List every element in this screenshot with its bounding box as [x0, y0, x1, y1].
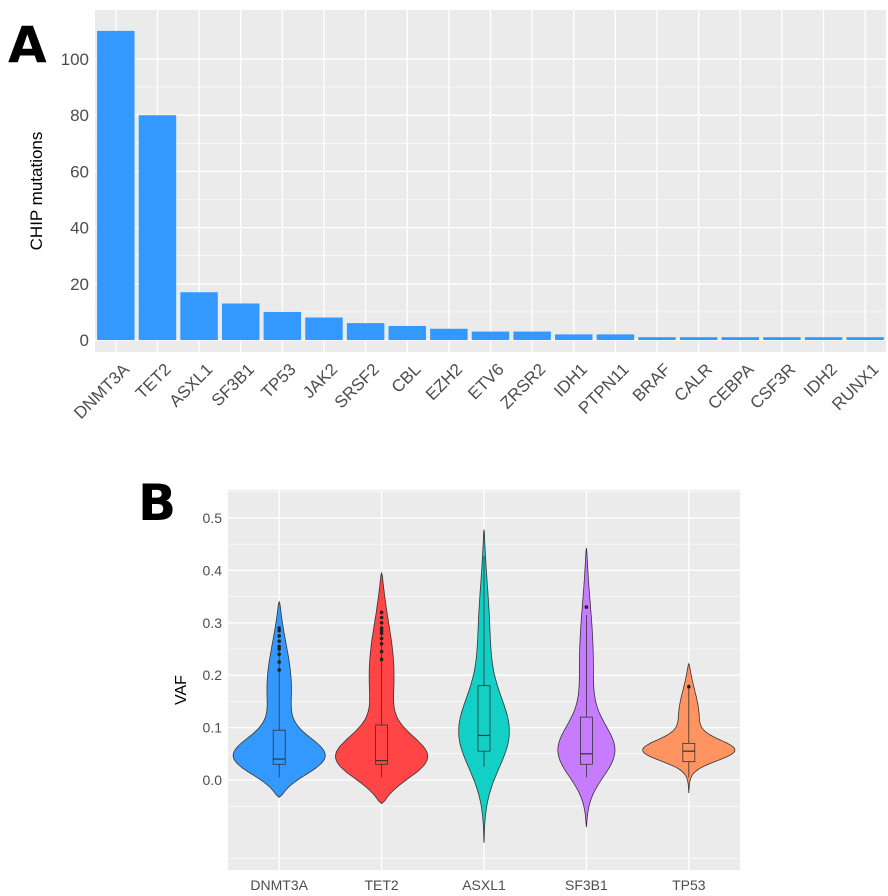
- box: [477, 685, 491, 752]
- y-tick-label: 0.5: [203, 510, 223, 526]
- x-tick-label: RUNX1: [828, 360, 882, 414]
- panel-b-y-axis-label: VAF: [173, 675, 190, 705]
- violin-shape: [458, 529, 510, 843]
- outlier-point: [277, 668, 282, 672]
- outlier-point: [277, 647, 282, 651]
- x-tick-label: DNMT3A: [250, 877, 308, 893]
- x-tick-label: BRAF: [629, 360, 674, 405]
- y-tick-label: 20: [70, 275, 89, 294]
- bar-zrsr2: [513, 331, 551, 340]
- outlier-point: [379, 626, 384, 630]
- y-tick-label: 0: [80, 331, 89, 350]
- bar-csf3r: [763, 337, 801, 340]
- panel-b-y-tick-labels: 0.0 0.1 0.2 0.3 0.4 0.5: [203, 510, 223, 788]
- x-tick-label: EZH2: [422, 360, 466, 404]
- x-tick-label: ZRSR2: [497, 360, 550, 413]
- outlier-point: [277, 652, 282, 657]
- outlier-point: [277, 660, 282, 664]
- outlier-point: [379, 649, 384, 654]
- panel-b-x-tick-labels: DNMT3A TET2 ASXL1 SF3B1 TP53: [250, 877, 705, 893]
- bar-cbl: [388, 325, 426, 340]
- outlier-point: [277, 644, 282, 649]
- box: [375, 724, 389, 765]
- x-tick-label: ASXL1: [166, 360, 217, 411]
- x-tick-label: DNMT3A: [70, 359, 133, 422]
- outlier-point: [277, 639, 282, 643]
- y-tick-label: 40: [70, 219, 89, 238]
- y-tick-label: 0.3: [203, 615, 223, 631]
- bar-tet2: [138, 115, 177, 340]
- bar-ezh2: [430, 328, 468, 340]
- x-tick-label: CSF3R: [746, 360, 799, 413]
- violin-tet2: [335, 571, 429, 805]
- bar-idh2: [804, 337, 843, 340]
- outlier-point: [379, 621, 384, 625]
- bar-asxl1: [180, 292, 218, 340]
- x-tick-label: SF3B1: [565, 877, 608, 893]
- panel-a-gridlines: [95, 10, 886, 352]
- box: [580, 716, 593, 765]
- outlier-point: [277, 634, 282, 638]
- violin-sf3b1: [557, 547, 616, 828]
- y-tick-label: 0.4: [203, 562, 223, 578]
- bar-jak2: [305, 317, 343, 340]
- bar-ptpn11: [596, 334, 635, 340]
- bar-dnmt3a: [97, 30, 135, 341]
- y-tick-label: 0.0: [203, 772, 223, 788]
- panel-b-violins: [232, 529, 736, 843]
- x-tick-label: SRSF2: [331, 360, 383, 412]
- outlier-point: [277, 626, 282, 630]
- violin-dnmt3a: [232, 600, 326, 798]
- bar-sf3b1: [221, 303, 260, 340]
- bar-braf: [638, 337, 676, 340]
- panel-a-bars: [97, 30, 884, 341]
- outlier-point: [379, 610, 384, 615]
- y-tick-label: 0.2: [203, 667, 223, 683]
- outlier-point: [277, 628, 282, 633]
- x-tick-label: TP53: [672, 877, 706, 893]
- outlier-point: [379, 636, 384, 641]
- y-tick-label: 80: [70, 106, 89, 125]
- x-tick-label: ASXL1: [462, 877, 506, 893]
- bar-tp53: [263, 311, 302, 340]
- y-tick-label: 100: [61, 50, 89, 69]
- box: [682, 742, 696, 763]
- outlier-point: [687, 684, 691, 689]
- x-tick-label: CBL: [388, 360, 425, 397]
- violin-tp53: [642, 662, 736, 794]
- panel-a-y-tick-labels: 0 20 40 60 80 100: [61, 50, 89, 350]
- panel-label-a: A: [8, 16, 47, 74]
- panel-label-b: B: [138, 474, 176, 532]
- y-tick-label: 0.1: [203, 720, 223, 736]
- outlier-point: [584, 605, 589, 609]
- box: [272, 729, 286, 765]
- outlier-point: [379, 641, 384, 646]
- y-tick-label: 60: [70, 162, 89, 181]
- violin-asxl1: [458, 529, 510, 843]
- bar-calr: [679, 337, 718, 340]
- bar-idh1: [555, 334, 593, 340]
- panel-b-violin-chart: 0.0 0.1 0.2 0.3 0.4 0.5 DNMT3A TET2 ASXL1 SF3B1 T…: [173, 490, 740, 893]
- outlier-point: [379, 615, 384, 620]
- panel-a-y-axis-label: CHIP mutations: [27, 132, 46, 251]
- outlier-point: [379, 628, 384, 633]
- bar-runx1: [846, 337, 884, 340]
- bar-cebpa: [721, 337, 760, 340]
- bar-etv6: [471, 331, 510, 340]
- bar-srsf2: [346, 323, 385, 340]
- x-tick-label: CEBPA: [704, 359, 758, 413]
- outlier-point: [379, 657, 384, 662]
- outlier-point: [379, 631, 384, 636]
- x-tick-label: TP53: [257, 360, 299, 402]
- x-tick-label: TET2: [364, 877, 398, 893]
- x-tick-label: SF3B1: [208, 360, 258, 410]
